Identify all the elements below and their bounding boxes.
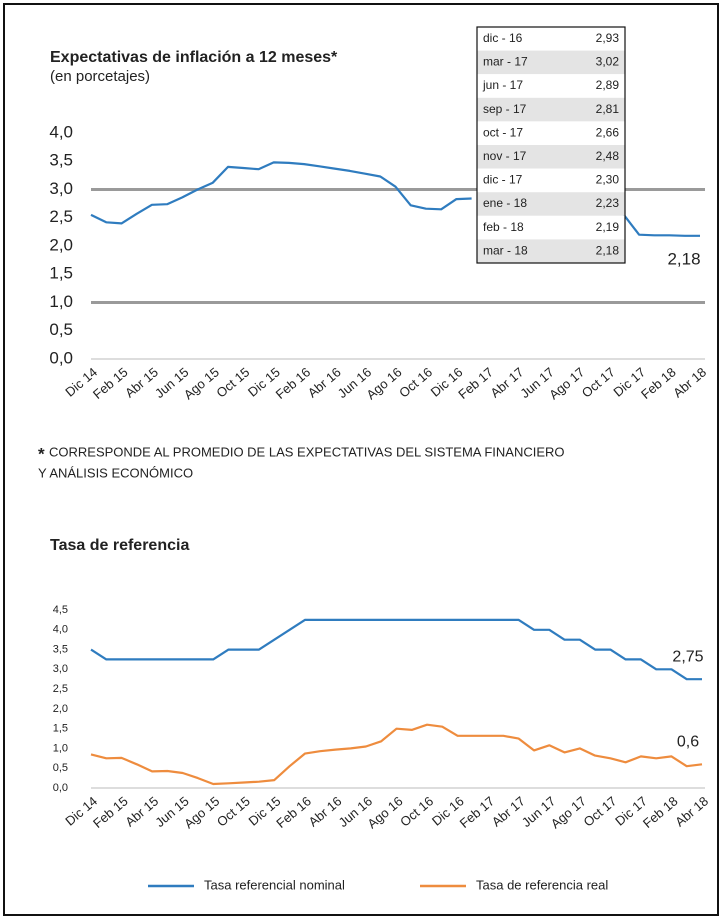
y-tick-label: 4,5 bbox=[53, 604, 68, 616]
table-cell: oct - 17 bbox=[483, 125, 523, 139]
table-row bbox=[477, 97, 625, 122]
table-cell: 2,23 bbox=[596, 196, 620, 210]
y-tick-label: 4,0 bbox=[49, 122, 73, 141]
y-tick-label: 3,5 bbox=[53, 643, 68, 655]
y-tick-label: 4,0 bbox=[53, 624, 68, 636]
chart-title: Expectativas de inflación a 12 meses* bbox=[50, 49, 338, 66]
table-cell: nov - 17 bbox=[483, 149, 527, 163]
legend-label: Tasa referencial nominal bbox=[204, 877, 345, 892]
table-cell: dic - 16 bbox=[483, 31, 523, 45]
y-tick-label: 0,5 bbox=[49, 320, 73, 339]
table-row bbox=[477, 27, 625, 51]
table-cell: 2,89 bbox=[596, 78, 620, 92]
table-cell: 2,19 bbox=[596, 220, 620, 234]
y-tick-label: 2,5 bbox=[49, 207, 73, 226]
chart-subtitle: (en porcetajes) bbox=[50, 68, 150, 85]
series-line bbox=[90, 723, 703, 786]
footnote-line: Y ANÁLISIS ECONÓMICO bbox=[38, 465, 193, 480]
y-tick-label: 0,0 bbox=[49, 348, 73, 367]
y-tick-label: 0,0 bbox=[53, 782, 68, 794]
series-line bbox=[90, 161, 700, 237]
table-cell: feb - 18 bbox=[483, 220, 524, 234]
chart-title: Tasa de referencia bbox=[50, 537, 189, 554]
table-cell: 2,18 bbox=[596, 243, 620, 257]
table-cell: 2,66 bbox=[596, 125, 620, 139]
table-row bbox=[477, 215, 625, 240]
footnote-line: CORRESPONDE AL PROMEDIO DE LAS EXPECTATI… bbox=[49, 444, 565, 459]
table-row bbox=[477, 74, 625, 98]
table-cell: dic - 17 bbox=[483, 173, 523, 187]
y-tick-label: 1,0 bbox=[49, 292, 73, 311]
y-tick-label: 3,0 bbox=[49, 179, 73, 198]
table-border bbox=[476, 26, 626, 264]
table-cell: jun - 17 bbox=[482, 78, 523, 92]
y-tick-label: 2,0 bbox=[49, 235, 73, 254]
y-tick-label: 1,5 bbox=[53, 723, 68, 735]
table-row bbox=[477, 145, 625, 169]
y-tick-label: 0,5 bbox=[53, 762, 68, 774]
table-cell: 2,48 bbox=[596, 149, 620, 163]
legend-label: Tasa de referencia real bbox=[476, 877, 608, 892]
table-cell: sep - 17 bbox=[483, 102, 527, 116]
y-tick-label: 1,5 bbox=[49, 264, 73, 283]
table-cell: mar - 17 bbox=[483, 55, 528, 69]
series-line bbox=[90, 618, 702, 681]
data-label: 2,75 bbox=[672, 648, 703, 665]
y-tick-label: 2,5 bbox=[53, 683, 68, 695]
inset-table: dic - 16 2,93 mar - 17 3,02 jun - 17 2,89 sep … bbox=[476, 26, 626, 264]
table-cell: 2,81 bbox=[596, 102, 620, 116]
table-cell: 2,30 bbox=[596, 173, 620, 187]
table-cell: mar - 18 bbox=[483, 243, 528, 257]
data-label: 0,6 bbox=[677, 733, 699, 750]
table-row bbox=[477, 50, 625, 75]
table-cell: 2,93 bbox=[596, 31, 620, 45]
y-tick-label: 3,5 bbox=[49, 151, 73, 170]
table-row bbox=[477, 192, 625, 216]
table-row bbox=[477, 168, 625, 193]
table-cell: ene - 18 bbox=[483, 196, 527, 210]
table-cell: 3,02 bbox=[596, 55, 620, 69]
table-row bbox=[477, 239, 625, 263]
data-label: 2,18 bbox=[667, 249, 700, 268]
footnote-marker: * bbox=[38, 444, 45, 463]
y-tick-label: 1,0 bbox=[53, 742, 68, 754]
y-tick-label: 3,0 bbox=[53, 663, 68, 675]
table-row bbox=[477, 121, 625, 145]
y-tick-label: 2,0 bbox=[53, 703, 68, 715]
